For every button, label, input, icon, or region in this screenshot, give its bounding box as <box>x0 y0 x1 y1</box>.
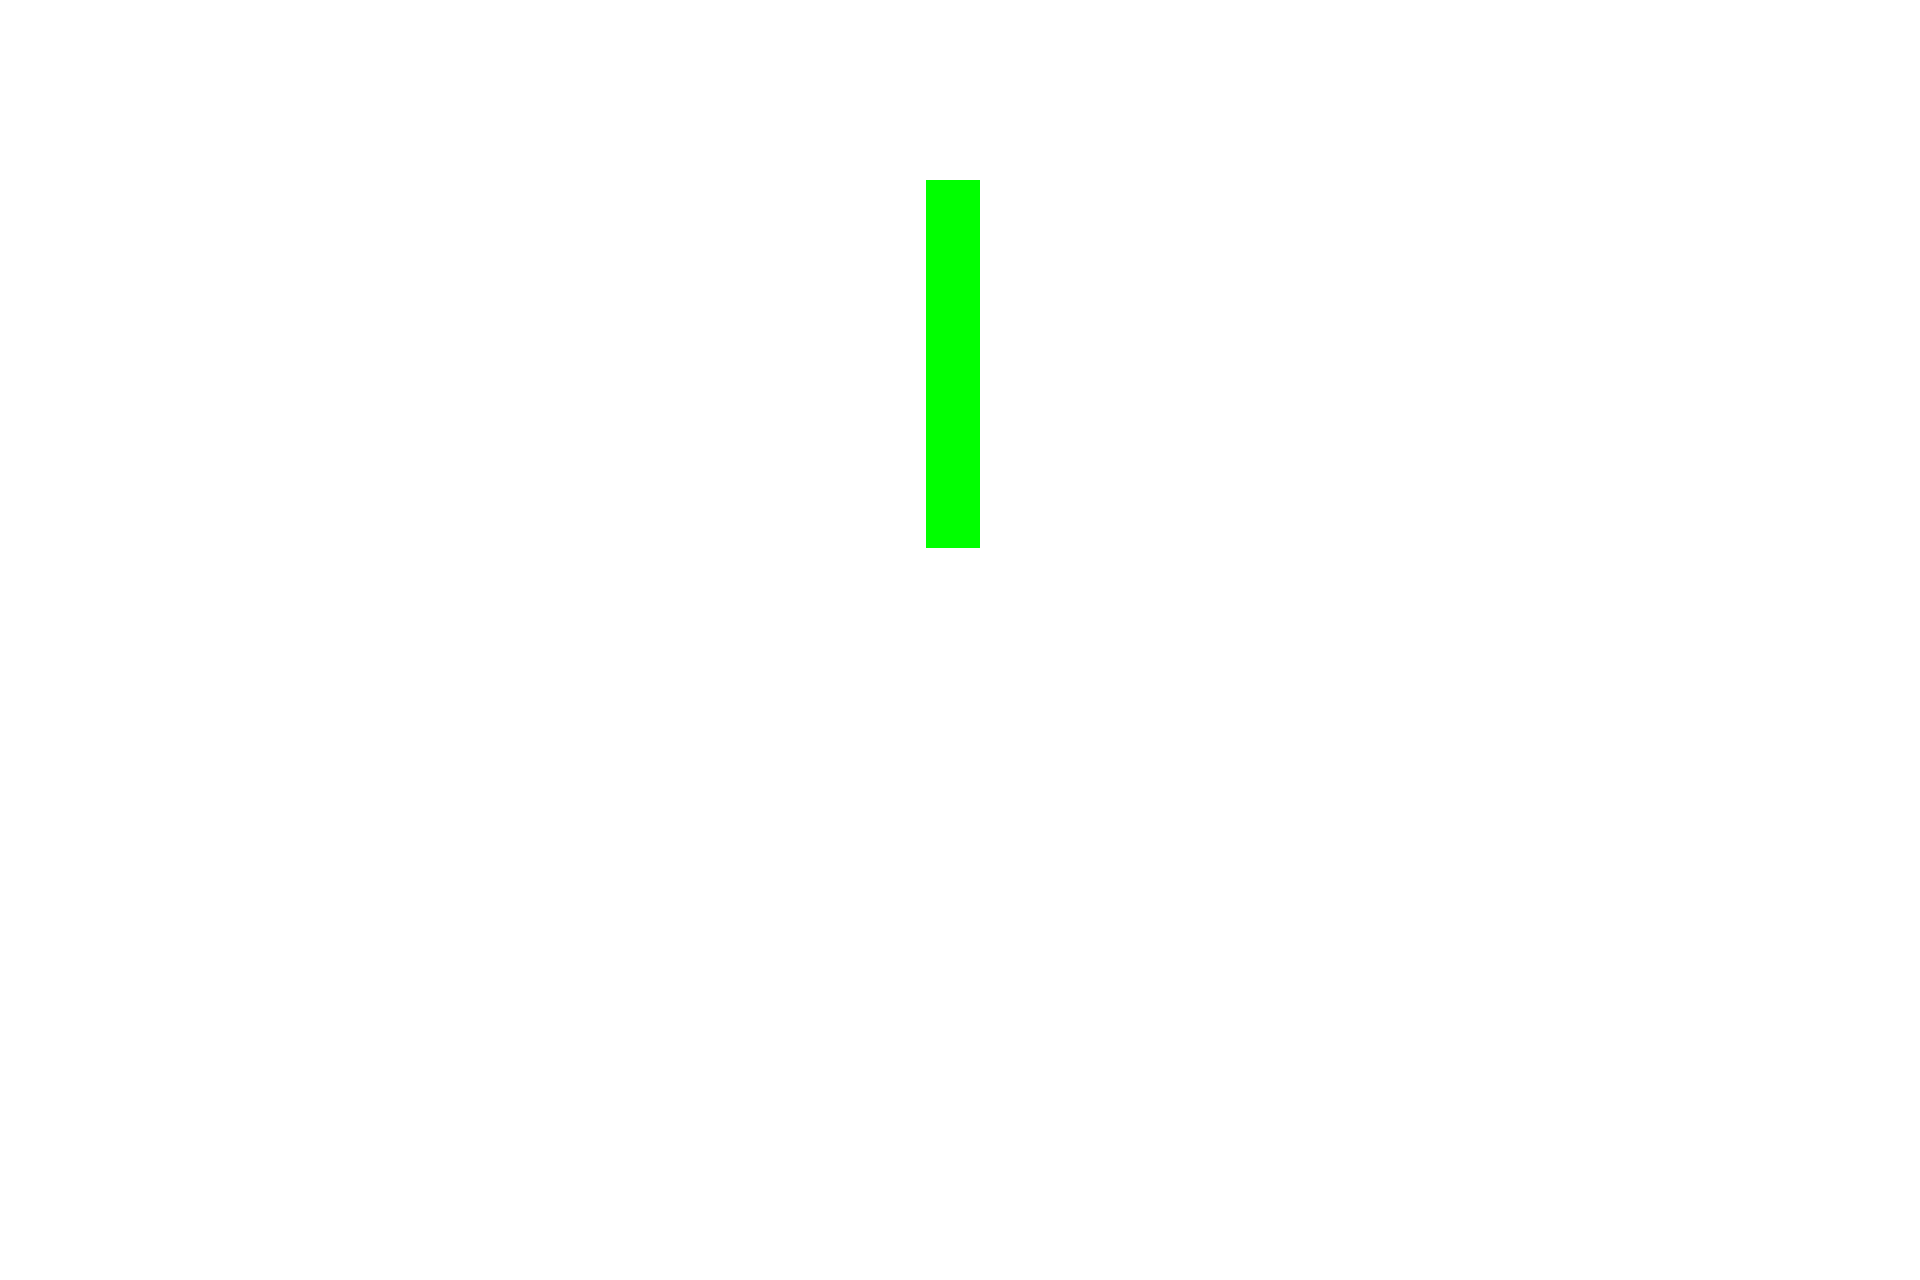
green-rectangle <box>926 180 980 548</box>
